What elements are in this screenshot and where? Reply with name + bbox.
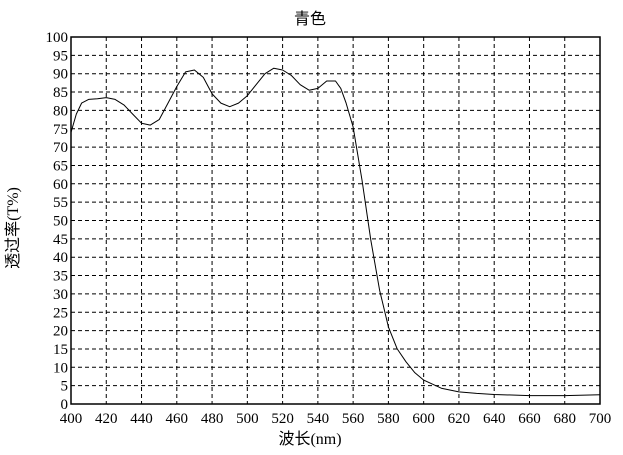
series-line bbox=[70, 67, 601, 397]
y-tick-label: 80 bbox=[53, 103, 68, 119]
x-tick-label: 420 bbox=[95, 411, 118, 427]
y-tick-label: 90 bbox=[53, 67, 68, 83]
x-tick-label: 700 bbox=[589, 411, 612, 427]
y-tick-label: 5 bbox=[61, 379, 69, 395]
y-tick-label: 75 bbox=[53, 122, 68, 138]
y-tick-label: 40 bbox=[53, 250, 68, 266]
y-axis-label: 透过率(T%) bbox=[4, 187, 22, 269]
x-tick-label: 660 bbox=[518, 411, 541, 427]
x-tick-label: 560 bbox=[342, 411, 365, 427]
y-tick-label: 25 bbox=[53, 305, 68, 321]
chart-title: 青色 bbox=[294, 10, 326, 28]
x-tick-label: 540 bbox=[307, 411, 330, 427]
y-tick-label: 100 bbox=[46, 30, 69, 46]
x-tick-labels: 400 420 440 460 480 500 520 540 560 580 600 620 640 6… bbox=[60, 411, 612, 427]
x-axis-label: 波长(nm) bbox=[278, 430, 341, 448]
x-tick-label: 500 bbox=[236, 411, 259, 427]
x-tick-label: 520 bbox=[271, 411, 294, 427]
y-tick-label: 65 bbox=[53, 158, 68, 174]
plot-frame bbox=[70, 36, 601, 405]
x-tick-label: 440 bbox=[130, 411, 153, 427]
grid bbox=[71, 37, 600, 404]
y-tick-label: 20 bbox=[53, 324, 68, 340]
y-tick-label: 85 bbox=[53, 85, 68, 101]
y-tick-label: 95 bbox=[53, 48, 68, 64]
y-tick-label: 10 bbox=[53, 360, 68, 376]
x-tick-label: 640 bbox=[483, 411, 506, 427]
y-tick-label: 70 bbox=[53, 140, 68, 156]
y-tick-label: 30 bbox=[53, 287, 68, 303]
y-tick-label: 45 bbox=[53, 232, 68, 248]
y-tick-label: 35 bbox=[53, 269, 68, 285]
x-tick-label: 400 bbox=[60, 411, 83, 427]
y-tick-label: 15 bbox=[53, 342, 68, 358]
x-tick-label: 480 bbox=[201, 411, 224, 427]
y-tick-labels: 0 5 10 15 20 25 30 35 40 45 50 55 60 65 70 75 80 85 90 95 10… bbox=[46, 30, 69, 413]
y-tick-label: 60 bbox=[53, 177, 68, 193]
x-tick-label: 620 bbox=[448, 411, 471, 427]
y-tick-label: 55 bbox=[53, 195, 68, 211]
x-tick-label: 600 bbox=[412, 411, 435, 427]
x-tick-label: 580 bbox=[377, 411, 400, 427]
y-tick-label: 0 bbox=[61, 397, 69, 413]
x-tick-label: 460 bbox=[166, 411, 189, 427]
y-tick-label: 50 bbox=[53, 214, 68, 230]
x-tick-label: 680 bbox=[553, 411, 576, 427]
